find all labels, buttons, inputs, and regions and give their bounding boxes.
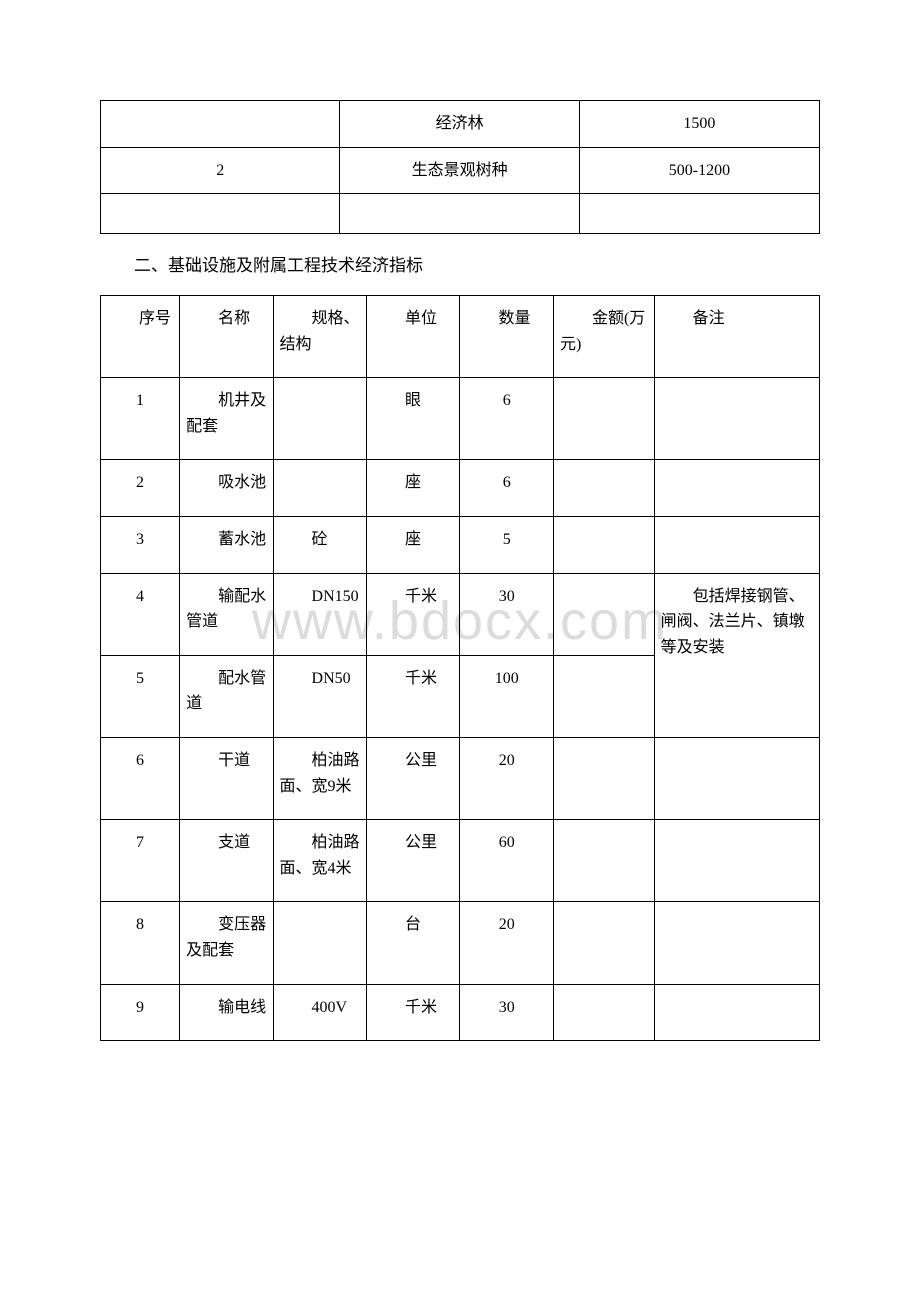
cell-name: 经济林 [340, 101, 579, 148]
cell-seq: 6 [101, 738, 180, 820]
header-note: 备注 [654, 296, 819, 378]
page-content: 经济林 1500 2 生态景观树种 500-1200 二、基础设施及附属工程技术… [100, 100, 820, 1041]
cell-unit: 座 [367, 517, 460, 574]
table-row: 2 吸水池 座 6 [101, 460, 820, 517]
cell-unit: 千米 [367, 984, 460, 1041]
cell-qty: 6 [460, 378, 553, 460]
cell-spec [273, 460, 366, 517]
cell-note [654, 902, 819, 984]
cell-qty: 30 [460, 573, 553, 655]
cell-name: 生态景观树种 [340, 147, 579, 194]
table-row: 4 输配水管道 DN150 千米 30 包括焊接钢管、闸阀、法兰片、镇墩等及安装 [101, 573, 820, 655]
table-header-row: 序号 名称 规格、结构 单位 数量 金额(万元) 备注 [101, 296, 820, 378]
cell-amt [553, 573, 654, 655]
cell-spec: DN50 [273, 655, 366, 737]
table-row: 2 生态景观树种 500-1200 [101, 147, 820, 194]
cell-amt [553, 378, 654, 460]
cell-note [654, 984, 819, 1041]
table-row [101, 194, 820, 234]
header-spec: 规格、结构 [273, 296, 366, 378]
cell-note-merged: 包括焊接钢管、闸阀、法兰片、镇墩等及安装 [654, 573, 819, 737]
cell-spec: 砼 [273, 517, 366, 574]
cell-spec: 柏油路面、宽4米 [273, 820, 366, 902]
cell-amt [553, 984, 654, 1041]
cell-note [654, 738, 819, 820]
cell-value: 500-1200 [579, 147, 819, 194]
cell-note [654, 378, 819, 460]
cell-spec [273, 378, 366, 460]
cell-seq: 3 [101, 517, 180, 574]
cell-amt [553, 738, 654, 820]
cell-seq: 1 [101, 378, 180, 460]
cell-seq [101, 194, 340, 234]
infrastructure-table: 序号 名称 规格、结构 单位 数量 金额(万元) 备注 1 机井及配套 眼 6 … [100, 295, 820, 1041]
header-unit: 单位 [367, 296, 460, 378]
table-row: 3 蓄水池 砼 座 5 [101, 517, 820, 574]
cell-qty: 6 [460, 460, 553, 517]
cell-value [579, 194, 819, 234]
cell-spec [273, 902, 366, 984]
cell-amt [553, 820, 654, 902]
cell-note [654, 460, 819, 517]
cell-amt [553, 902, 654, 984]
cell-name: 支道 [180, 820, 273, 902]
cell-unit: 台 [367, 902, 460, 984]
cell-amt [553, 460, 654, 517]
cell-amt [553, 655, 654, 737]
cell-seq: 5 [101, 655, 180, 737]
cell-qty: 5 [460, 517, 553, 574]
section-heading: 二、基础设施及附属工程技术经济指标 [100, 252, 820, 281]
cell-seq: 2 [101, 147, 340, 194]
cell-seq: 2 [101, 460, 180, 517]
cell-name: 干道 [180, 738, 273, 820]
cell-seq: 4 [101, 573, 180, 655]
cell-name: 吸水池 [180, 460, 273, 517]
cell-name: 配水管道 [180, 655, 273, 737]
cell-note [654, 517, 819, 574]
header-seq: 序号 [101, 296, 180, 378]
cell-unit: 公里 [367, 738, 460, 820]
cell-qty: 60 [460, 820, 553, 902]
table-row: 8 变压器及配套 台 20 [101, 902, 820, 984]
header-name: 名称 [180, 296, 273, 378]
cell-seq [101, 101, 340, 148]
cell-name: 变压器及配套 [180, 902, 273, 984]
cell-amt [553, 517, 654, 574]
cell-name: 蓄水池 [180, 517, 273, 574]
cell-seq: 9 [101, 984, 180, 1041]
cell-name [340, 194, 579, 234]
table-row: 经济林 1500 [101, 101, 820, 148]
cell-qty: 20 [460, 902, 553, 984]
cell-unit: 眼 [367, 378, 460, 460]
cell-spec: DN150 [273, 573, 366, 655]
cell-unit: 千米 [367, 655, 460, 737]
cell-seq: 7 [101, 820, 180, 902]
cell-qty: 20 [460, 738, 553, 820]
cell-note [654, 820, 819, 902]
header-amt: 金额(万元) [553, 296, 654, 378]
table-row: 6 干道 柏油路面、宽9米 公里 20 [101, 738, 820, 820]
table-row: 1 机井及配套 眼 6 [101, 378, 820, 460]
cell-unit: 公里 [367, 820, 460, 902]
cell-unit: 座 [367, 460, 460, 517]
table-row: 7 支道 柏油路面、宽4米 公里 60 [101, 820, 820, 902]
cell-name: 机井及配套 [180, 378, 273, 460]
cell-spec: 400V [273, 984, 366, 1041]
cell-spec: 柏油路面、宽9米 [273, 738, 366, 820]
cell-seq: 8 [101, 902, 180, 984]
table-row: 9 输电线 400V 千米 30 [101, 984, 820, 1041]
cell-value: 1500 [579, 101, 819, 148]
cell-unit: 千米 [367, 573, 460, 655]
cell-qty: 30 [460, 984, 553, 1041]
tree-species-table: 经济林 1500 2 生态景观树种 500-1200 [100, 100, 820, 234]
cell-name: 输配水管道 [180, 573, 273, 655]
cell-qty: 100 [460, 655, 553, 737]
header-qty: 数量 [460, 296, 553, 378]
cell-name: 输电线 [180, 984, 273, 1041]
